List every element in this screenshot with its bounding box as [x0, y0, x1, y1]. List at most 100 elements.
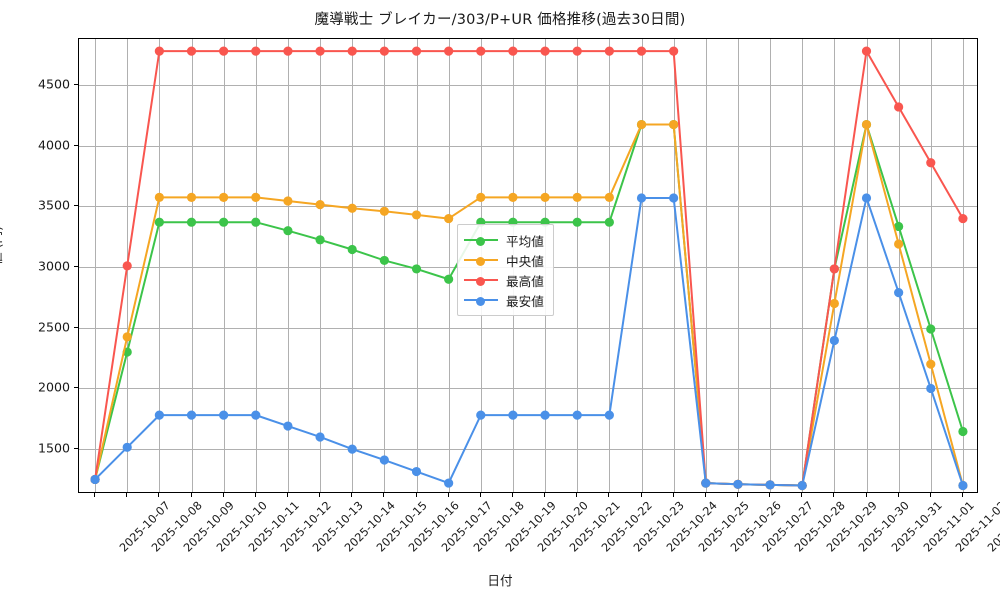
data-point [379, 455, 389, 465]
data-point [219, 46, 229, 56]
data-point [572, 46, 582, 56]
x-tick-mark [351, 493, 353, 497]
x-tick-mark [704, 493, 706, 497]
y-tick-label: 2000 [37, 379, 70, 395]
data-point [122, 442, 132, 452]
data-point [186, 192, 197, 202]
data-point [701, 478, 711, 488]
x-tick-mark [94, 493, 96, 497]
gridline-vertical [384, 39, 386, 492]
x-tick-mark [286, 493, 288, 497]
y-tick-mark [74, 144, 78, 146]
legend-label: 最安値 [506, 293, 544, 309]
data-point [926, 158, 936, 168]
gridline-vertical [962, 39, 964, 492]
gridline-horizontal [79, 206, 977, 208]
series-lines [90, 46, 968, 491]
data-point [379, 46, 389, 56]
x-tick-mark [865, 493, 867, 497]
data-point [122, 261, 132, 271]
data-point [444, 274, 454, 284]
gridline-vertical [223, 39, 225, 492]
legend-item-中央値[interactable]: 中央値 [464, 250, 544, 270]
x-tick-mark [833, 493, 835, 497]
gridline-vertical [609, 39, 611, 492]
legend-item-最安値[interactable]: 最安値 [464, 290, 544, 310]
data-point [829, 298, 839, 309]
x-tick-mark [672, 493, 674, 497]
data-point [572, 192, 582, 202]
legend-swatch-icon [464, 293, 498, 307]
y-tick-label: 3500 [37, 197, 70, 213]
data-point [219, 217, 229, 227]
x-tick-mark [961, 493, 963, 497]
chart-legend: 平均値中央値最高値最安値 [457, 224, 554, 316]
x-tick-mark [383, 493, 385, 497]
data-point [283, 226, 293, 236]
y-tick-mark [74, 448, 78, 450]
data-point [154, 410, 164, 420]
gridline-vertical [191, 39, 193, 492]
data-point [540, 410, 550, 420]
data-point [315, 432, 325, 442]
data-point [861, 46, 872, 56]
y-tick-label: 1500 [37, 440, 70, 456]
series-line [94, 196, 964, 487]
x-tick-mark [319, 493, 321, 497]
gridline-vertical [802, 39, 804, 492]
data-point [186, 217, 197, 227]
x-tick-mark [190, 493, 192, 497]
data-point [90, 474, 100, 485]
data-point [476, 192, 486, 202]
data-point [733, 479, 743, 489]
data-point [829, 264, 839, 274]
data-point [219, 410, 229, 420]
legend-item-平均値[interactable]: 平均値 [464, 230, 544, 250]
data-point [444, 478, 454, 488]
gridline-horizontal [79, 85, 977, 87]
data-point [861, 193, 872, 203]
data-point [894, 221, 904, 232]
data-point [797, 480, 807, 491]
data-point [251, 192, 261, 202]
data-point [894, 102, 904, 112]
data-point [283, 421, 293, 431]
data-point [251, 217, 261, 227]
data-point [894, 239, 904, 249]
legend-swatch-icon [464, 233, 498, 247]
legend-label: 中央値 [506, 253, 544, 269]
data-point [829, 335, 839, 346]
x-tick-mark [447, 493, 449, 497]
data-point [604, 192, 614, 202]
gridline-vertical [705, 39, 707, 492]
x-tick-mark [801, 493, 803, 497]
data-point [636, 193, 647, 203]
x-tick-mark [544, 493, 546, 497]
plot-area [78, 38, 978, 493]
gridline-vertical [930, 39, 932, 492]
legend-swatch-icon [464, 253, 498, 267]
data-point [251, 410, 261, 420]
x-tick-mark [769, 493, 771, 497]
x-tick-mark [736, 493, 738, 497]
x-tick-mark [608, 493, 610, 497]
legend-swatch-icon [464, 273, 498, 287]
x-tick-mark [576, 493, 578, 497]
gridline-vertical [352, 39, 354, 492]
gridline-vertical [737, 39, 739, 492]
legend-label: 最高値 [506, 273, 544, 289]
data-point [315, 200, 325, 210]
data-point [219, 192, 229, 202]
data-point [926, 324, 936, 334]
data-point [926, 359, 936, 369]
data-point [508, 410, 518, 420]
legend-item-最高値[interactable]: 最高値 [464, 270, 544, 290]
gridline-horizontal [79, 145, 977, 147]
data-point [894, 287, 904, 298]
data-point [444, 46, 454, 56]
data-point [411, 46, 422, 56]
data-point [251, 46, 261, 56]
data-point [958, 213, 968, 224]
gridline-vertical [287, 39, 289, 492]
gridline-horizontal [79, 327, 977, 329]
